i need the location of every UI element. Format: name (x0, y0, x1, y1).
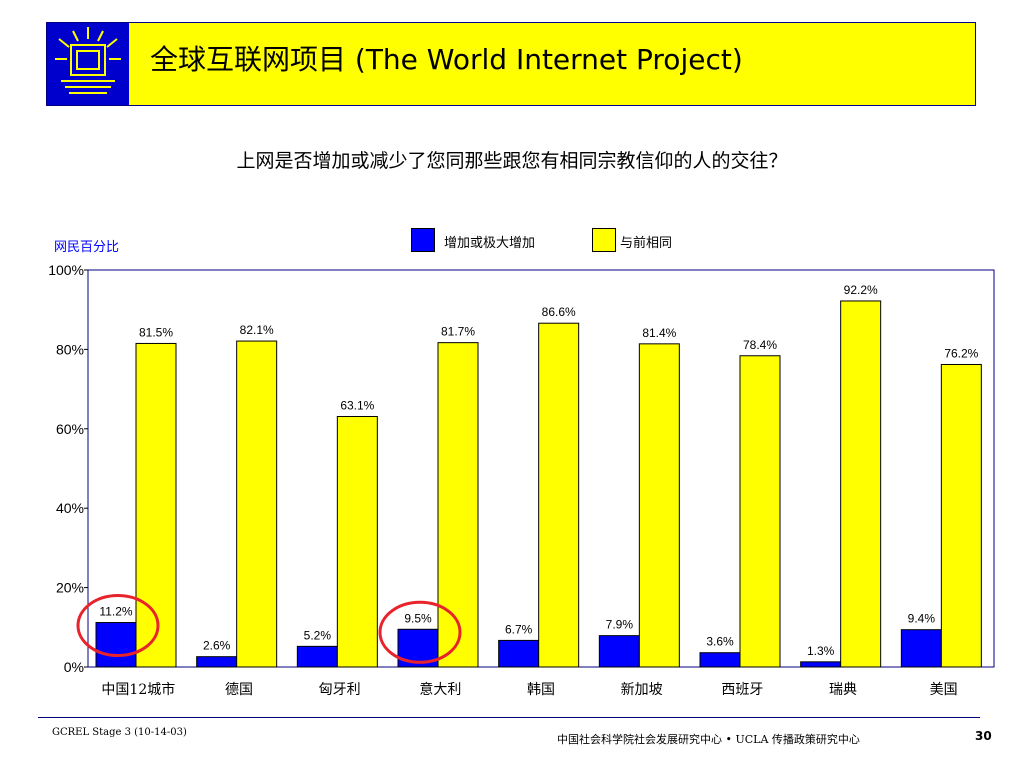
bar-increase (296, 645, 338, 668)
data-label-increase: 7.9% (606, 618, 634, 632)
y-tick-label: 0% (64, 659, 84, 675)
x-category-label: 西班牙 (721, 682, 763, 698)
bar-increase (95, 622, 137, 668)
x-category-label: 新加坡 (621, 682, 663, 698)
survey-question: 上网是否增加或减少了您同那些跟您有相同宗教信仰的人的交往？ (236, 150, 788, 172)
x-category-label: 德国 (225, 682, 253, 698)
bar-same (538, 322, 580, 668)
data-label-increase: 9.4% (908, 612, 936, 626)
footer-divider (38, 717, 980, 718)
data-label-same: 81.5% (139, 325, 173, 339)
legend-swatch-same (592, 228, 616, 252)
x-category-label: 意大利 (419, 681, 461, 698)
data-label-increase: 5.2% (304, 628, 332, 642)
legend-swatch-increase (411, 228, 435, 252)
page-title: 全球互联网项目 (The World Internet Project) (150, 43, 743, 76)
y-tick-label: 80% (56, 341, 84, 357)
x-category-label: 韩国 (527, 682, 555, 698)
bar-same (940, 363, 982, 668)
bar-increase (800, 661, 842, 668)
bar-increase (900, 629, 942, 668)
x-category-label: 美国 (930, 682, 958, 698)
data-label-same: 82.1% (240, 323, 274, 337)
data-label-increase: 2.6% (203, 639, 231, 653)
data-label-increase: 1.3% (807, 644, 835, 658)
data-label-increase: 3.6% (706, 635, 734, 649)
highlight-circle (76, 594, 160, 658)
data-label-same: 81.4% (642, 326, 676, 340)
legend-label-increase: 增加或极大增加 (444, 236, 536, 251)
footer-organizations: 中国社会科学院社会发展研究中心 • UCLA 传播政策研究中心 (557, 733, 860, 746)
y-axis-title: 网民百分比 (54, 240, 120, 255)
x-category-label: 中国12城市 (101, 681, 175, 698)
bar-increase (498, 639, 540, 668)
bar-same (336, 415, 378, 668)
highlight-circle (378, 600, 462, 664)
x-category-label: 匈牙利 (319, 682, 361, 698)
bar-same (236, 340, 278, 668)
data-label-increase: 11.2% (99, 605, 132, 619)
legend-label-same: 与前相同 (620, 236, 673, 251)
data-label-same: 63.1% (340, 398, 374, 412)
bar-increase (196, 656, 238, 668)
data-label-increase: 6.7% (505, 622, 533, 636)
data-label-same: 78.4% (743, 338, 777, 352)
y-tick-label: 20% (56, 580, 84, 596)
y-tick-label: 40% (56, 500, 84, 516)
bar-same (437, 342, 479, 668)
bar-increase (598, 635, 640, 668)
monitor-rays-icon (55, 27, 121, 94)
data-label-increase: 9.5% (404, 611, 432, 625)
bar-same (840, 300, 882, 668)
page-number: 30 (975, 729, 992, 743)
y-tick-label: 100% (48, 262, 84, 278)
title-bar (46, 22, 976, 106)
data-label-same: 81.7% (441, 325, 475, 339)
data-label-same: 92.2% (844, 283, 878, 297)
data-label-same: 86.6% (542, 305, 576, 319)
footer-stage-label: GCREL Stage 3 (10-14-03) (52, 727, 187, 738)
bar-increase (699, 652, 741, 668)
x-category-label: 瑞典 (829, 682, 857, 698)
world-internet-project-logo (47, 23, 129, 105)
data-label-same: 76.2% (944, 346, 978, 360)
y-tick-label: 60% (56, 421, 84, 437)
bar-same (638, 343, 680, 668)
bar-same (739, 355, 781, 668)
